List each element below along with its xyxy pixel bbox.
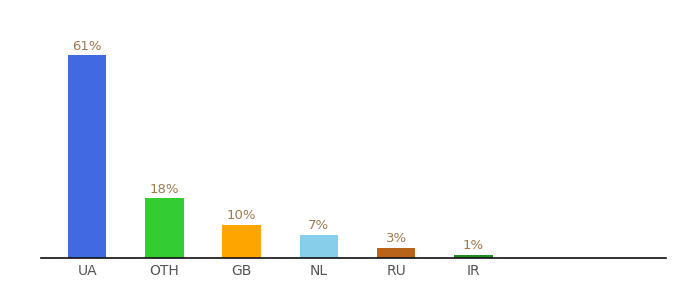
- Text: 7%: 7%: [308, 219, 329, 232]
- Bar: [145, 198, 184, 258]
- Bar: [299, 235, 338, 258]
- Bar: [377, 248, 415, 258]
- Text: 1%: 1%: [463, 239, 484, 252]
- Text: 61%: 61%: [72, 40, 102, 53]
- Text: 10%: 10%: [227, 209, 256, 222]
- Text: 3%: 3%: [386, 232, 407, 245]
- Bar: [222, 225, 261, 258]
- Bar: [454, 255, 492, 258]
- Text: 18%: 18%: [150, 183, 179, 196]
- Bar: [68, 56, 107, 258]
